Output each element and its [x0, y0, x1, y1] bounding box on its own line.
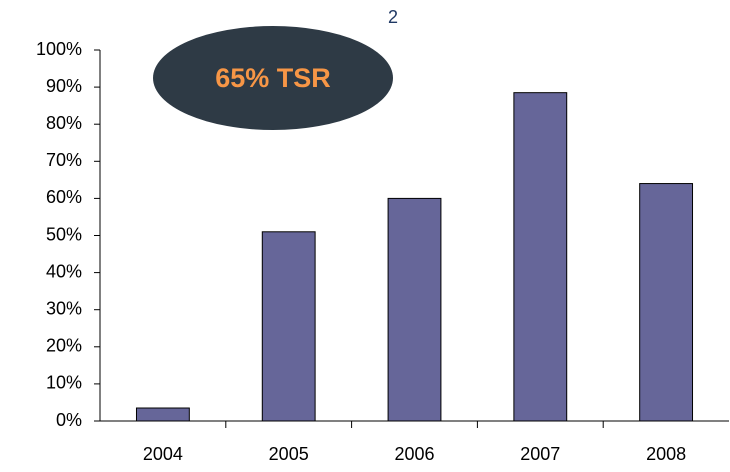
bar [387, 197, 442, 422]
bar [135, 407, 190, 422]
x-tick-label: 2004 [143, 444, 183, 464]
y-tick-label: 100% [36, 39, 82, 59]
x-tick-label: 2007 [520, 444, 560, 464]
y-tick-label: 30% [46, 298, 82, 318]
annotation: 65% TSR [215, 63, 331, 93]
y-tick-label: 90% [46, 76, 82, 96]
bar [261, 231, 316, 422]
y-tick-label: 80% [46, 113, 82, 133]
y-tick-label: 60% [46, 187, 82, 207]
x-tick-label: 2006 [394, 444, 434, 464]
y-tick-label: 10% [46, 373, 82, 393]
y-tick-label: 0% [56, 410, 82, 430]
footnote-marker: 2 [388, 7, 398, 27]
bar [513, 92, 568, 422]
x-tick-label: 2005 [269, 444, 309, 464]
y-tick-label: 50% [46, 224, 82, 244]
bar [639, 183, 694, 422]
annotation-bubble [153, 26, 393, 130]
y-tick-label: 40% [46, 261, 82, 281]
y-tick-label: 20% [46, 336, 82, 356]
x-tick-label: 2008 [646, 444, 686, 464]
y-tick-label: 70% [46, 150, 82, 170]
